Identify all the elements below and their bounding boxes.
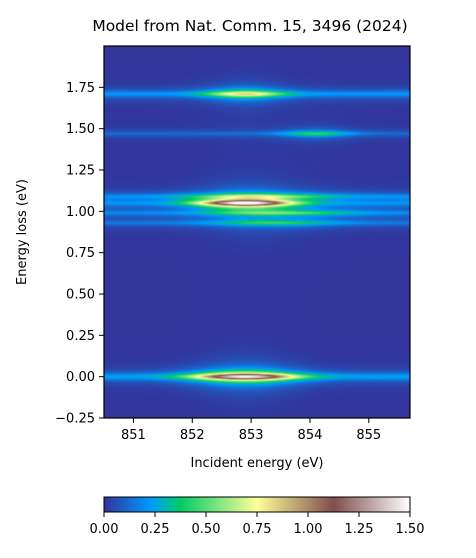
colorbar-tick-label: 1.25 — [345, 522, 374, 537]
colorbar-tick-label: 0.00 — [90, 522, 119, 537]
colorbar — [103, 496, 411, 513]
plot-frame — [103, 45, 411, 419]
x-tick-label: 853 — [239, 428, 264, 443]
colorbar-tick-label: 1.00 — [294, 522, 323, 537]
x-axis-ticks: 851 852 853 854 855 — [121, 418, 381, 443]
x-tick-label: 855 — [356, 428, 381, 443]
x-tick-label: 851 — [121, 428, 146, 443]
colorbar-tick-label: 1.50 — [396, 522, 425, 537]
y-tick-label: 1.75 — [66, 81, 95, 96]
y-tick-label: 0.75 — [66, 246, 95, 261]
y-tick-label: −0.25 — [55, 412, 95, 427]
x-tick-label: 854 — [298, 428, 323, 443]
y-tick-label: 1.00 — [66, 205, 95, 220]
y-tick-label: 1.50 — [66, 122, 95, 137]
y-tick-label: 0.50 — [66, 288, 95, 303]
y-tick-label: 0.00 — [66, 370, 95, 385]
colorbar-tick-label: 0.25 — [141, 522, 170, 537]
x-axis-label: Incident energy (eV) — [190, 456, 323, 471]
y-axis-label: Energy loss (eV) — [15, 179, 30, 285]
x-tick-label: 852 — [180, 428, 205, 443]
colorbar-tick-label: 0.50 — [192, 522, 221, 537]
chart-title: Model from Nat. Comm. 15, 3496 (2024) — [92, 17, 407, 35]
heatmap-image — [104, 46, 410, 418]
y-tick-label: 1.25 — [66, 164, 95, 179]
y-tick-label: 0.25 — [66, 329, 95, 344]
y-axis-ticks: −0.25 0.00 0.25 0.50 0.75 1.00 1.25 1.50 1.75 — [55, 81, 104, 427]
colorbar-ticks: 0.00 0.25 0.50 0.75 1.00 1.25 1.50 — [90, 512, 425, 537]
colorbar-tick-label: 0.75 — [243, 522, 272, 537]
